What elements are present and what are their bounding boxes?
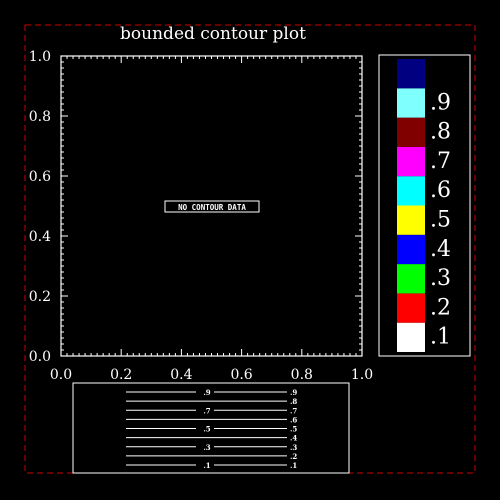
- colorbar-swatch: [397, 117, 425, 147]
- x-axis-tick-labels: 0.0 0.2 0.4 0.6 0.8 1.0: [50, 367, 373, 383]
- x-axis-ticks: [60, 56, 363, 356]
- colorbar-swatch: [397, 59, 425, 89]
- contour-legend-center-label: .9: [203, 388, 210, 397]
- colorbar-swatch: [397, 234, 425, 265]
- contour-legend-right-label: .1: [290, 461, 297, 470]
- x-tick-label: 0.2: [110, 367, 132, 383]
- colorbar-level-label: .5: [430, 208, 451, 233]
- colorbar-level-label: .4: [430, 237, 451, 262]
- contour-legend-label-gap: [196, 461, 214, 469]
- colorbar-level-label: .2: [430, 295, 451, 320]
- x-tick-label: 0.0: [50, 367, 72, 383]
- colorbar-level-label: .3: [430, 266, 451, 291]
- y-tick-label: 0.8: [29, 109, 51, 125]
- colorbar-level-label: .1: [430, 325, 451, 350]
- chart-title: bounded contour plot: [120, 24, 306, 44]
- colorbar-legend-frame: [378, 54, 471, 357]
- contour-line-legend: .1.2.3.4.5.6.7.8.9.1.3.5.7.9: [126, 388, 297, 470]
- x-tick-label: 0.8: [291, 367, 313, 383]
- contour-legend-right-label: .8: [290, 397, 297, 406]
- y-axis-ticks: [61, 55, 362, 357]
- x-tick-label: 0.6: [230, 367, 252, 383]
- y-tick-label: 0.2: [29, 289, 51, 305]
- contour-legend-label-gap: [196, 424, 214, 433]
- contour-legend-label-gap: [196, 442, 214, 451]
- contour-legend-right-label: .6: [290, 415, 297, 424]
- colorbar-swatch: [397, 88, 425, 118]
- no-data-message: NO CONTOUR DATA: [178, 203, 246, 212]
- contour-legend-center-label: .7: [203, 406, 210, 415]
- contour-legend-right-label: .5: [290, 425, 297, 434]
- contour-legend-center-label: .3: [203, 443, 210, 452]
- colorbar-swatch: [397, 322, 425, 352]
- colorbar-swatch: [397, 146, 425, 177]
- y-tick-label: 0.0: [29, 349, 51, 365]
- contour-legend-center-label: .5: [203, 425, 210, 434]
- y-axis-tick-labels: 0.0 0.2 0.4 0.6 0.8 1.0: [29, 49, 51, 365]
- x-tick-label: 1.0: [351, 367, 373, 383]
- colorbar-level-label: .8: [430, 120, 451, 145]
- colorbar-level-label: .7: [430, 149, 451, 174]
- contour-legend-right-label: .2: [290, 452, 297, 461]
- contour-legend-center-label: .1: [203, 461, 210, 470]
- contour-legend-right-label: .7: [290, 406, 297, 415]
- colorbar-swatch: [397, 176, 425, 206]
- colorbar-swatch: [397, 293, 425, 323]
- x-tick-label: 0.4: [170, 367, 192, 383]
- contour-legend-label-gap: [196, 388, 214, 396]
- colorbar-level-label: .9: [430, 90, 451, 115]
- contour-legend-label-gap: [196, 406, 214, 415]
- colorbar: .1 .2 .3 .4 .5 .6 .7 .8 .9: [397, 59, 451, 352]
- colorbar-swatch: [397, 205, 425, 235]
- y-tick-label: 1.0: [29, 49, 51, 65]
- contour-legend-right-label: .4: [290, 434, 297, 443]
- contour-legend-right-label: .9: [290, 388, 297, 397]
- line-legend-frame: [72, 382, 350, 474]
- y-tick-label: 0.6: [29, 169, 51, 185]
- colorbar-swatch: [397, 264, 425, 294]
- contour-legend-right-label: .3: [290, 443, 297, 452]
- colorbar-level-label: .6: [430, 178, 451, 203]
- y-tick-label: 0.4: [29, 229, 51, 245]
- no-data-message-box: [164, 200, 260, 213]
